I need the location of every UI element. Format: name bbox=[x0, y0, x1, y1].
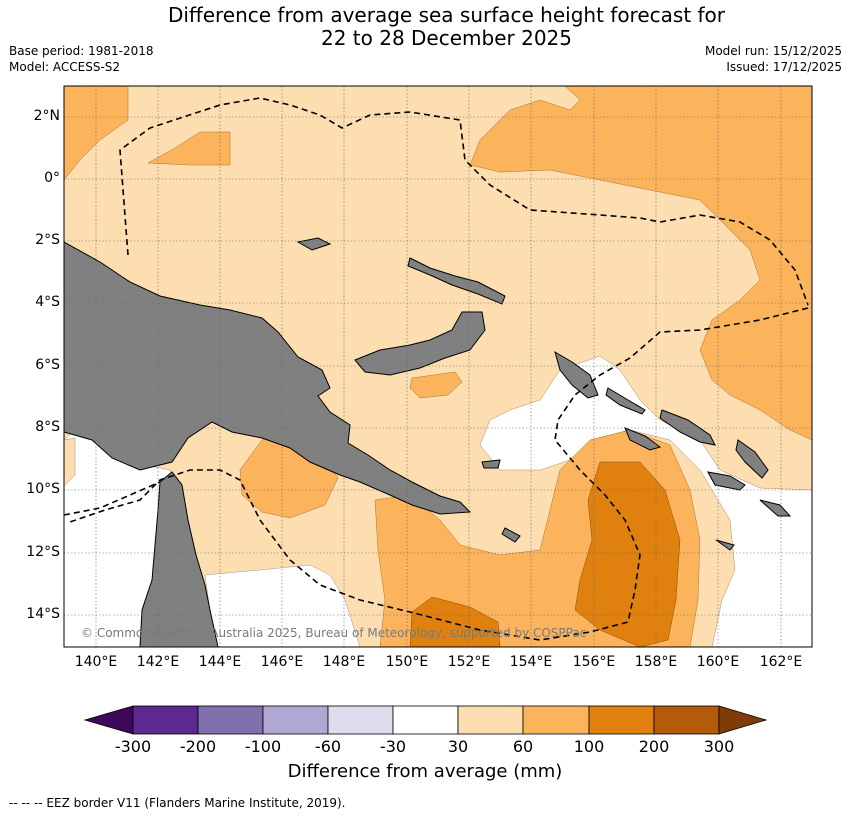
anomaly-60-100-patch-sea bbox=[409, 371, 463, 399]
lat-tick-label: 0° bbox=[44, 170, 60, 186]
cape-york-land bbox=[139, 471, 219, 647]
colorbar-segment bbox=[522, 705, 590, 735]
eez-legend-note: -- -- -- EEZ border V11 (Flanders Marine… bbox=[9, 796, 346, 810]
new-guinea-land bbox=[64, 241, 472, 515]
bougainville-island bbox=[554, 350, 599, 399]
colorbar-segment bbox=[653, 705, 720, 735]
colorbar-segment bbox=[197, 705, 264, 735]
anomaly-100-200-region bbox=[574, 461, 681, 647]
colorbar-extend-low bbox=[83, 705, 134, 735]
solomon-islands-central bbox=[659, 409, 716, 446]
colorbar-title: Difference from average (mm) bbox=[287, 761, 563, 782]
new-ireland-island bbox=[407, 257, 506, 305]
colorbar-extend-high bbox=[718, 705, 768, 735]
map-border bbox=[63, 85, 813, 648]
lat-tick-label: 2°N bbox=[33, 108, 60, 124]
model-name: Model: ACCESS-S2 bbox=[9, 60, 121, 74]
title-line-2: 22 to 28 December 2025 bbox=[320, 26, 572, 50]
anomaly-30-60-region-west bbox=[64, 437, 76, 487]
base-period: Base period: 1981-2018 bbox=[9, 44, 154, 58]
colorbar-segment bbox=[457, 705, 524, 735]
chart-title: Difference from average sea surface heig… bbox=[0, 4, 850, 50]
colorbar-tick-label: -100 bbox=[244, 737, 282, 756]
colorbar-tick-label: -30 bbox=[379, 737, 407, 756]
colorbar-tick-label: 200 bbox=[638, 737, 670, 756]
colorbar-segment bbox=[327, 705, 394, 735]
colorbar-tick-label: 60 bbox=[512, 737, 534, 756]
lon-tick-label: 158°E bbox=[634, 654, 678, 670]
lon-tick-label: 156°E bbox=[572, 654, 616, 670]
issued-date: Issued: 17/12/2025 bbox=[726, 60, 842, 74]
anomaly-60-100-patch-north bbox=[147, 131, 231, 166]
colorbar-tick-label: 300 bbox=[703, 737, 735, 756]
lon-tick-label: 150°E bbox=[385, 654, 429, 670]
lon-tick-label: 160°E bbox=[696, 654, 740, 670]
new-britain-island bbox=[354, 311, 486, 376]
colorbar-segment bbox=[392, 705, 459, 735]
colorbar-tick-label: -200 bbox=[179, 737, 217, 756]
lat-tick-label: 2°S bbox=[35, 232, 60, 248]
model-run: Model run: 15/12/2025 bbox=[704, 44, 842, 58]
lon-tick-label: 140°E bbox=[74, 654, 118, 670]
lon-tick-label: 152°E bbox=[447, 654, 491, 670]
title-line-1: Difference from average sea surface heig… bbox=[167, 3, 726, 27]
lat-tick-label: 12°S bbox=[26, 544, 60, 560]
lon-tick-label: 148°E bbox=[322, 654, 366, 670]
makira-island bbox=[707, 471, 746, 491]
map bbox=[63, 85, 813, 648]
colorbar-tick-label: -300 bbox=[114, 737, 152, 756]
lat-tick-label: 10°S bbox=[26, 481, 60, 497]
lon-tick-label: 146°E bbox=[260, 654, 304, 670]
colorbar-segment bbox=[588, 705, 655, 735]
lat-tick-label: 8°S bbox=[35, 419, 60, 435]
graticule bbox=[64, 86, 812, 647]
anomaly-100-200-patch-south bbox=[409, 596, 501, 647]
meta-left: Base period: 1981-2018 Model: ACCESS-S2 bbox=[9, 43, 154, 75]
lon-tick-label: 162°E bbox=[759, 654, 803, 670]
meta-right: Model run: 15/12/2025 Issued: 17/12/2025 bbox=[705, 43, 842, 75]
rennell-island bbox=[759, 499, 792, 517]
solomon-islands-north bbox=[605, 387, 646, 415]
colorbar-tick-label: -60 bbox=[314, 737, 342, 756]
solomon-islands-south bbox=[735, 439, 769, 479]
lat-tick-label: 14°S bbox=[26, 606, 60, 622]
copyright-notice: © Commonwealth of Australia 2025, Bureau… bbox=[81, 626, 587, 640]
lat-tick-label: 4°S bbox=[35, 294, 60, 310]
anomaly-60-100-region-east bbox=[469, 86, 812, 441]
eez-borders bbox=[64, 97, 809, 641]
lon-tick-label: 142°E bbox=[136, 654, 180, 670]
eez-border-torres-strait bbox=[64, 481, 161, 516]
louisiade-islands bbox=[481, 459, 735, 551]
lon-tick-label: 154°E bbox=[509, 654, 553, 670]
lon-tick-label: 144°E bbox=[198, 654, 242, 670]
colorbar-segment bbox=[262, 705, 329, 735]
colorbar-tick-label: 30 bbox=[447, 737, 469, 756]
eez-border-png bbox=[119, 97, 809, 306]
solomon-islands-mid bbox=[624, 427, 662, 451]
colorbar-segment bbox=[132, 705, 199, 735]
colorbar-tick-label: 100 bbox=[573, 737, 605, 756]
lat-tick-label: 6°S bbox=[35, 357, 60, 373]
